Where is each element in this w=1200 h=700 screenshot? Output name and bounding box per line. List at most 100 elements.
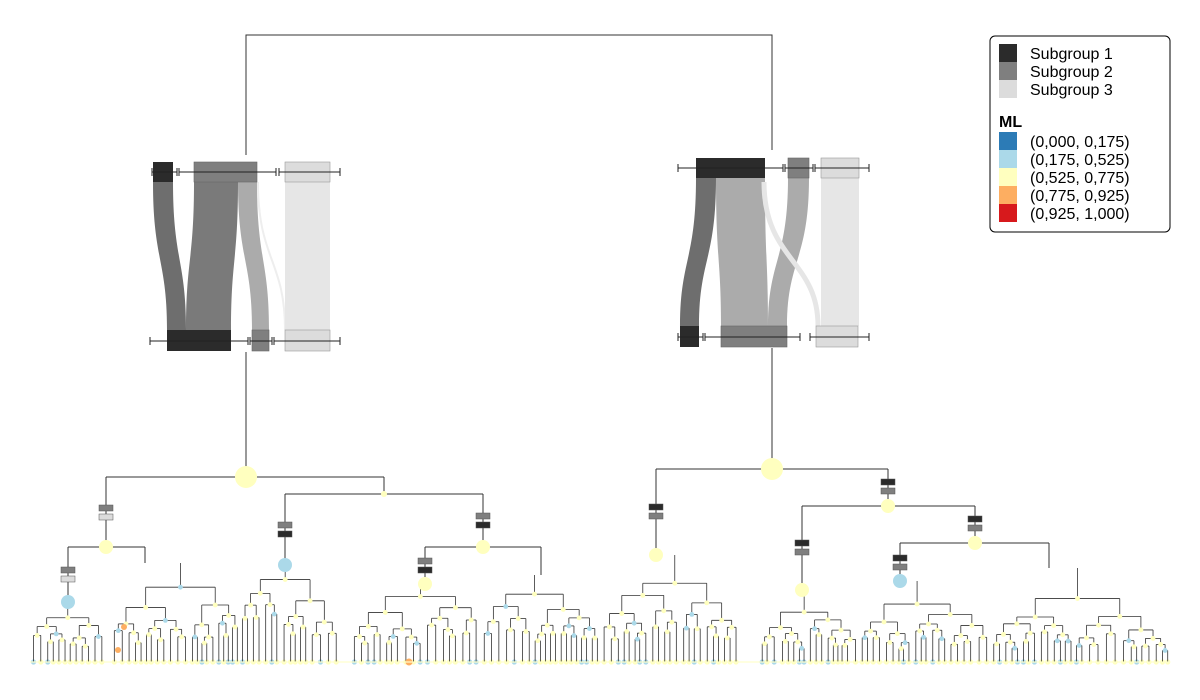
internal-node xyxy=(969,623,975,628)
internal-node xyxy=(1126,638,1132,644)
internal-node xyxy=(635,636,640,642)
internal-node xyxy=(576,615,582,621)
internal-node xyxy=(365,624,371,629)
tree-node xyxy=(115,647,121,653)
internal-node xyxy=(782,638,788,644)
proportion-bar xyxy=(98,513,114,521)
internal-node xyxy=(1065,638,1071,644)
internal-node xyxy=(1007,639,1013,645)
internal-node xyxy=(1096,622,1102,628)
internal-node xyxy=(192,634,198,640)
internal-node xyxy=(631,620,637,626)
proportion-bar xyxy=(60,566,76,574)
internal-node xyxy=(232,624,238,630)
internal-node xyxy=(581,635,587,641)
proportion-bar xyxy=(648,512,664,520)
internal-node xyxy=(612,636,618,642)
internal-node xyxy=(503,604,509,609)
internal-node xyxy=(664,629,670,635)
internal-node xyxy=(868,628,873,634)
legend-label: Subgroup 3 xyxy=(1030,82,1113,99)
internal-node xyxy=(515,616,521,621)
internal-node xyxy=(947,612,953,617)
proportion-bar xyxy=(60,575,76,583)
tree-node xyxy=(795,583,809,597)
internal-node xyxy=(895,631,900,637)
internal-node xyxy=(684,625,689,631)
internal-node xyxy=(571,633,577,638)
internal-node xyxy=(329,630,335,636)
internal-node xyxy=(842,643,848,648)
proportion-bar xyxy=(277,530,293,538)
internal-node xyxy=(1158,642,1164,647)
internal-node xyxy=(934,627,940,633)
proportion-bar xyxy=(98,504,114,512)
internal-node xyxy=(1051,623,1057,628)
legend-ml-entry: (0,525, 0,775) xyxy=(999,168,1130,187)
legend-label: (0,175, 0,525) xyxy=(1030,152,1130,169)
internal-node xyxy=(1012,645,1018,651)
internal-node xyxy=(437,615,443,621)
internal-node xyxy=(1076,643,1082,648)
internal-node xyxy=(829,635,835,641)
legend-ml-entry: (0,175, 0,525) xyxy=(999,150,1130,169)
internal-node xyxy=(951,641,957,647)
internal-node xyxy=(778,625,783,630)
proportion-bar xyxy=(967,524,983,532)
internal-node xyxy=(801,609,807,615)
internal-node xyxy=(131,630,137,636)
internal-node xyxy=(86,623,92,628)
tree-node xyxy=(278,558,292,572)
internal-node xyxy=(267,602,273,608)
alluvial-panel-right xyxy=(677,157,870,348)
flow-right-4 xyxy=(761,181,821,327)
internal-node xyxy=(1142,643,1148,649)
internal-node xyxy=(964,639,970,644)
proportion-bar xyxy=(892,554,908,562)
legend-label: (0,925, 1,000) xyxy=(1030,206,1130,223)
internal-node xyxy=(158,637,164,643)
root-connector xyxy=(245,34,773,477)
internal-node xyxy=(386,640,392,645)
internal-node xyxy=(1091,642,1097,648)
legend-ml-entry: (0,000, 0,175) xyxy=(999,132,1130,151)
internal-node xyxy=(34,633,40,638)
tree-node xyxy=(476,540,490,554)
flow-left-5 xyxy=(285,182,330,330)
proportion-bar xyxy=(892,563,908,571)
internal-node xyxy=(135,640,141,646)
internal-node xyxy=(914,601,920,607)
internal-node xyxy=(640,592,646,598)
internal-node xyxy=(639,630,645,636)
internal-node xyxy=(862,635,868,641)
internal-node xyxy=(242,615,248,621)
internal-node xyxy=(178,584,183,590)
legend-ml-title: ML xyxy=(999,114,1022,131)
internal-node xyxy=(293,614,299,619)
internal-node xyxy=(816,632,822,638)
internal-node xyxy=(1042,629,1047,635)
internal-node xyxy=(958,633,964,638)
internal-node xyxy=(173,626,179,632)
internal-node xyxy=(709,624,715,630)
internal-node xyxy=(44,624,50,629)
error-bars-right xyxy=(677,164,870,341)
internal-node xyxy=(767,634,772,640)
internal-node xyxy=(694,626,700,632)
legend-swatch xyxy=(999,168,1017,186)
internal-node xyxy=(220,620,225,626)
legend-swatch xyxy=(999,186,1017,204)
internal-node xyxy=(468,617,474,623)
internal-node xyxy=(257,590,263,596)
internal-node xyxy=(48,639,53,645)
internal-node xyxy=(607,624,612,630)
internal-node xyxy=(212,602,218,608)
legend-box xyxy=(989,35,1171,233)
tree-node xyxy=(235,466,257,488)
legend-label: (0,000, 0,175) xyxy=(1030,134,1130,151)
legend-subgroup-entry: Subgroup 2 xyxy=(999,62,1113,81)
internal-node xyxy=(226,613,232,618)
legend-label: (0,775, 0,925) xyxy=(1030,188,1130,205)
tree-node xyxy=(649,548,663,562)
internal-node xyxy=(59,637,65,643)
